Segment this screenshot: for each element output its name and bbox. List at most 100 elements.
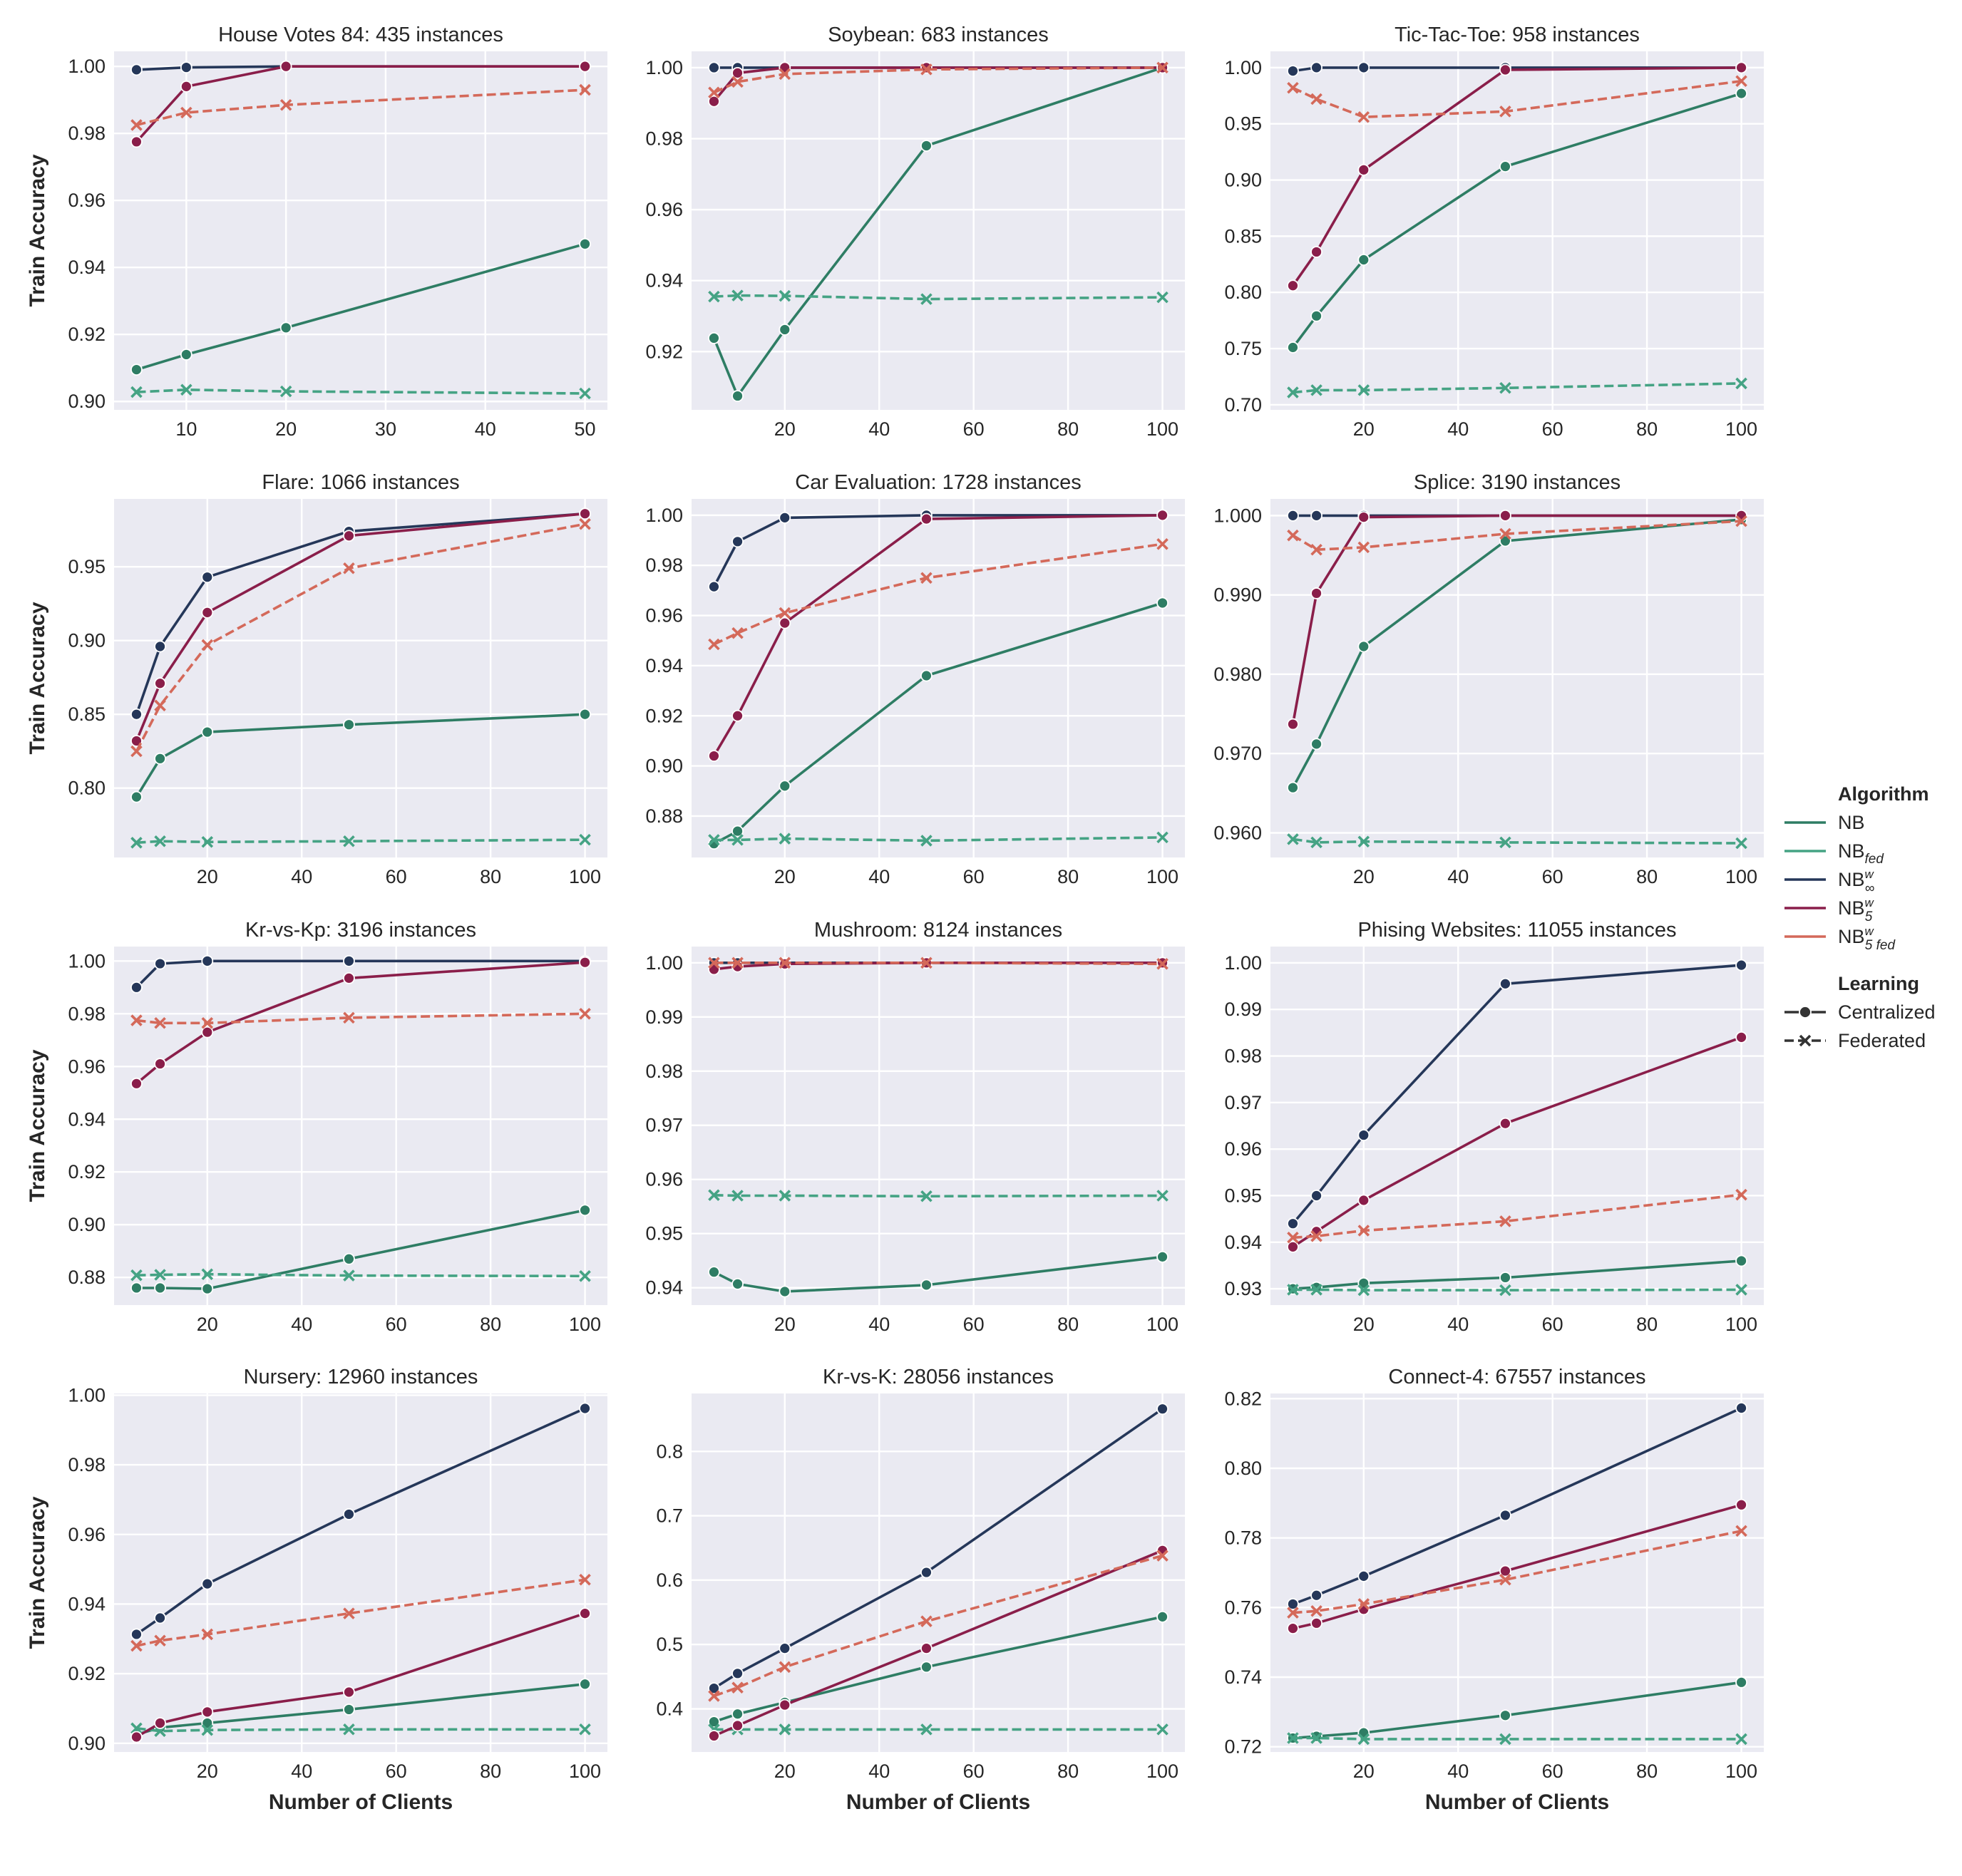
legend-label-sub: ∞ bbox=[1865, 881, 1875, 896]
data-point-NB_fed bbox=[731, 834, 744, 846]
subplot-title: Nursery: 12960 instances bbox=[244, 1366, 478, 1388]
data-point-NB_fed bbox=[1310, 836, 1322, 849]
data-point-NB_w_5_fed bbox=[1499, 1573, 1511, 1586]
data-point-NB_w_5_fed bbox=[731, 1681, 744, 1694]
x-tick-label: 60 bbox=[963, 866, 985, 887]
data-point-NB_w_5 bbox=[279, 60, 292, 73]
data-point-NB_fed bbox=[579, 387, 591, 400]
data-point-NB bbox=[708, 1266, 720, 1279]
data-point-NB_fed bbox=[279, 385, 292, 398]
y-tick-label: 0.96 bbox=[645, 605, 683, 627]
y-tick-label: 0.76 bbox=[1224, 1597, 1262, 1618]
data-point-NB_w_inf bbox=[130, 63, 143, 76]
x-tick-label: 80 bbox=[1636, 866, 1658, 887]
y-tick-label: 0.94 bbox=[645, 1277, 683, 1299]
x-tick-label: 100 bbox=[1725, 866, 1757, 887]
y-tick-label: 0.80 bbox=[1224, 1458, 1262, 1479]
x-tick-label: 20 bbox=[774, 418, 796, 440]
data-point-NB bbox=[708, 331, 720, 344]
data-point-NB_w_5 bbox=[1287, 1622, 1299, 1635]
plot-area bbox=[1270, 947, 1764, 1305]
data-point-NB_w_5_fed bbox=[920, 957, 933, 969]
data-point-NB_w_5 bbox=[1357, 1194, 1370, 1207]
data-point-NB_w_5_fed bbox=[579, 83, 591, 96]
data-point-NB_fed bbox=[708, 834, 720, 846]
legend-label-sup: w bbox=[1865, 924, 1875, 938]
x-tick-label: 80 bbox=[1636, 1314, 1658, 1335]
data-point-NB_fed bbox=[579, 833, 591, 846]
data-point-NB_fed bbox=[1287, 1732, 1299, 1744]
y-tick-label: 0.99 bbox=[1224, 999, 1262, 1020]
data-point-NB_w_inf bbox=[130, 1628, 143, 1641]
x-tick-label: 60 bbox=[386, 866, 407, 887]
data-point-NB_w_5 bbox=[201, 606, 214, 619]
data-point-NB_w_inf bbox=[130, 981, 143, 994]
data-point-NB_w_inf bbox=[201, 571, 214, 584]
legend-label: Centralized bbox=[1838, 1001, 1936, 1023]
y-tick-label: 0.92 bbox=[645, 705, 683, 726]
data-point-NB_w_inf bbox=[201, 954, 214, 967]
data-point-NB_w_5_fed bbox=[579, 517, 591, 530]
data-point-NB bbox=[201, 726, 214, 738]
y-axis-label: Train Accuracy bbox=[26, 154, 49, 306]
data-point-NB bbox=[154, 752, 166, 765]
y-tick-label: 1.00 bbox=[1224, 57, 1262, 78]
data-point-NB_fed bbox=[130, 837, 143, 849]
data-point-NB_fed bbox=[1156, 1190, 1169, 1202]
x-tick-label: 100 bbox=[1725, 1314, 1757, 1335]
data-point-NB_fed bbox=[154, 1269, 166, 1281]
data-point-NB_w_5_fed bbox=[1357, 541, 1370, 554]
data-point-NB_w_5 bbox=[579, 1607, 591, 1620]
data-point-NB_w_5 bbox=[130, 1077, 143, 1090]
y-tick-label: 0.960 bbox=[1213, 823, 1262, 844]
data-point-NB_w_5_fed bbox=[1735, 1188, 1747, 1201]
plot-area bbox=[114, 1393, 607, 1752]
data-point-NB_w_5 bbox=[343, 530, 355, 542]
data-point-NB_w_5_fed bbox=[1287, 81, 1299, 94]
data-point-NB bbox=[1310, 738, 1322, 751]
data-point-NB bbox=[1310, 309, 1322, 322]
data-point-NB_w_inf bbox=[130, 708, 143, 721]
data-point-NB_w_5 bbox=[1287, 279, 1299, 292]
legend-label-sub: 5 bbox=[1865, 909, 1873, 924]
subplot-7: 0.88 0.90 0.92 0.94 0.96 0.98 1.00 20 40 60 80 100 K… bbox=[26, 919, 607, 1335]
data-point-NB bbox=[920, 1661, 933, 1674]
x-tick-label: 20 bbox=[1353, 1761, 1375, 1782]
data-point-NB_w_5 bbox=[201, 1706, 214, 1718]
x-tick-label: 40 bbox=[291, 1314, 312, 1335]
subplot-8: 0.94 0.95 0.96 0.97 0.98 0.99 1.00 20 40 60 80 100 M… bbox=[645, 919, 1185, 1335]
data-point-NB_w_5_fed bbox=[708, 638, 720, 651]
data-point-NB bbox=[201, 1282, 214, 1295]
data-point-NB_fed bbox=[130, 1722, 143, 1735]
x-axis-label: Number of Clients bbox=[1425, 1790, 1609, 1814]
y-tick-label: 0.78 bbox=[1224, 1527, 1262, 1549]
y-tick-label: 0.98 bbox=[645, 1061, 683, 1082]
y-tick-label: 0.90 bbox=[68, 630, 106, 651]
legend-label-base: NB bbox=[1838, 926, 1865, 947]
data-point-NB_w_5 bbox=[579, 956, 591, 969]
data-point-NB_fed bbox=[1357, 384, 1370, 396]
data-point-NB bbox=[920, 140, 933, 152]
data-point-NB_w_5 bbox=[1735, 1031, 1747, 1043]
data-point-NB bbox=[343, 1704, 355, 1716]
data-point-NB_w_5 bbox=[180, 80, 192, 93]
x-tick-label: 100 bbox=[1146, 1761, 1178, 1782]
data-point-NB bbox=[1357, 640, 1370, 653]
data-point-NB_fed bbox=[201, 1268, 214, 1281]
data-point-NB bbox=[731, 1708, 744, 1721]
y-tick-label: 0.92 bbox=[68, 1663, 106, 1684]
data-point-NB_w_5_fed bbox=[708, 86, 720, 99]
y-tick-label: 0.990 bbox=[1213, 584, 1262, 606]
data-point-NB_w_5_fed bbox=[779, 68, 791, 81]
plot-area bbox=[1270, 499, 1764, 857]
data-point-NB_fed bbox=[779, 1190, 791, 1202]
y-tick-label: 0.94 bbox=[68, 1593, 106, 1614]
x-tick-label: 60 bbox=[386, 1761, 407, 1782]
data-point-NB_w_5 bbox=[731, 709, 744, 722]
x-tick-label: 60 bbox=[963, 1314, 985, 1335]
series-line-NB_w_5 bbox=[135, 65, 585, 143]
data-point-NB_w_inf bbox=[579, 1402, 591, 1415]
y-tick-label: 0.70 bbox=[1224, 394, 1262, 416]
data-point-NB_fed bbox=[130, 386, 143, 398]
